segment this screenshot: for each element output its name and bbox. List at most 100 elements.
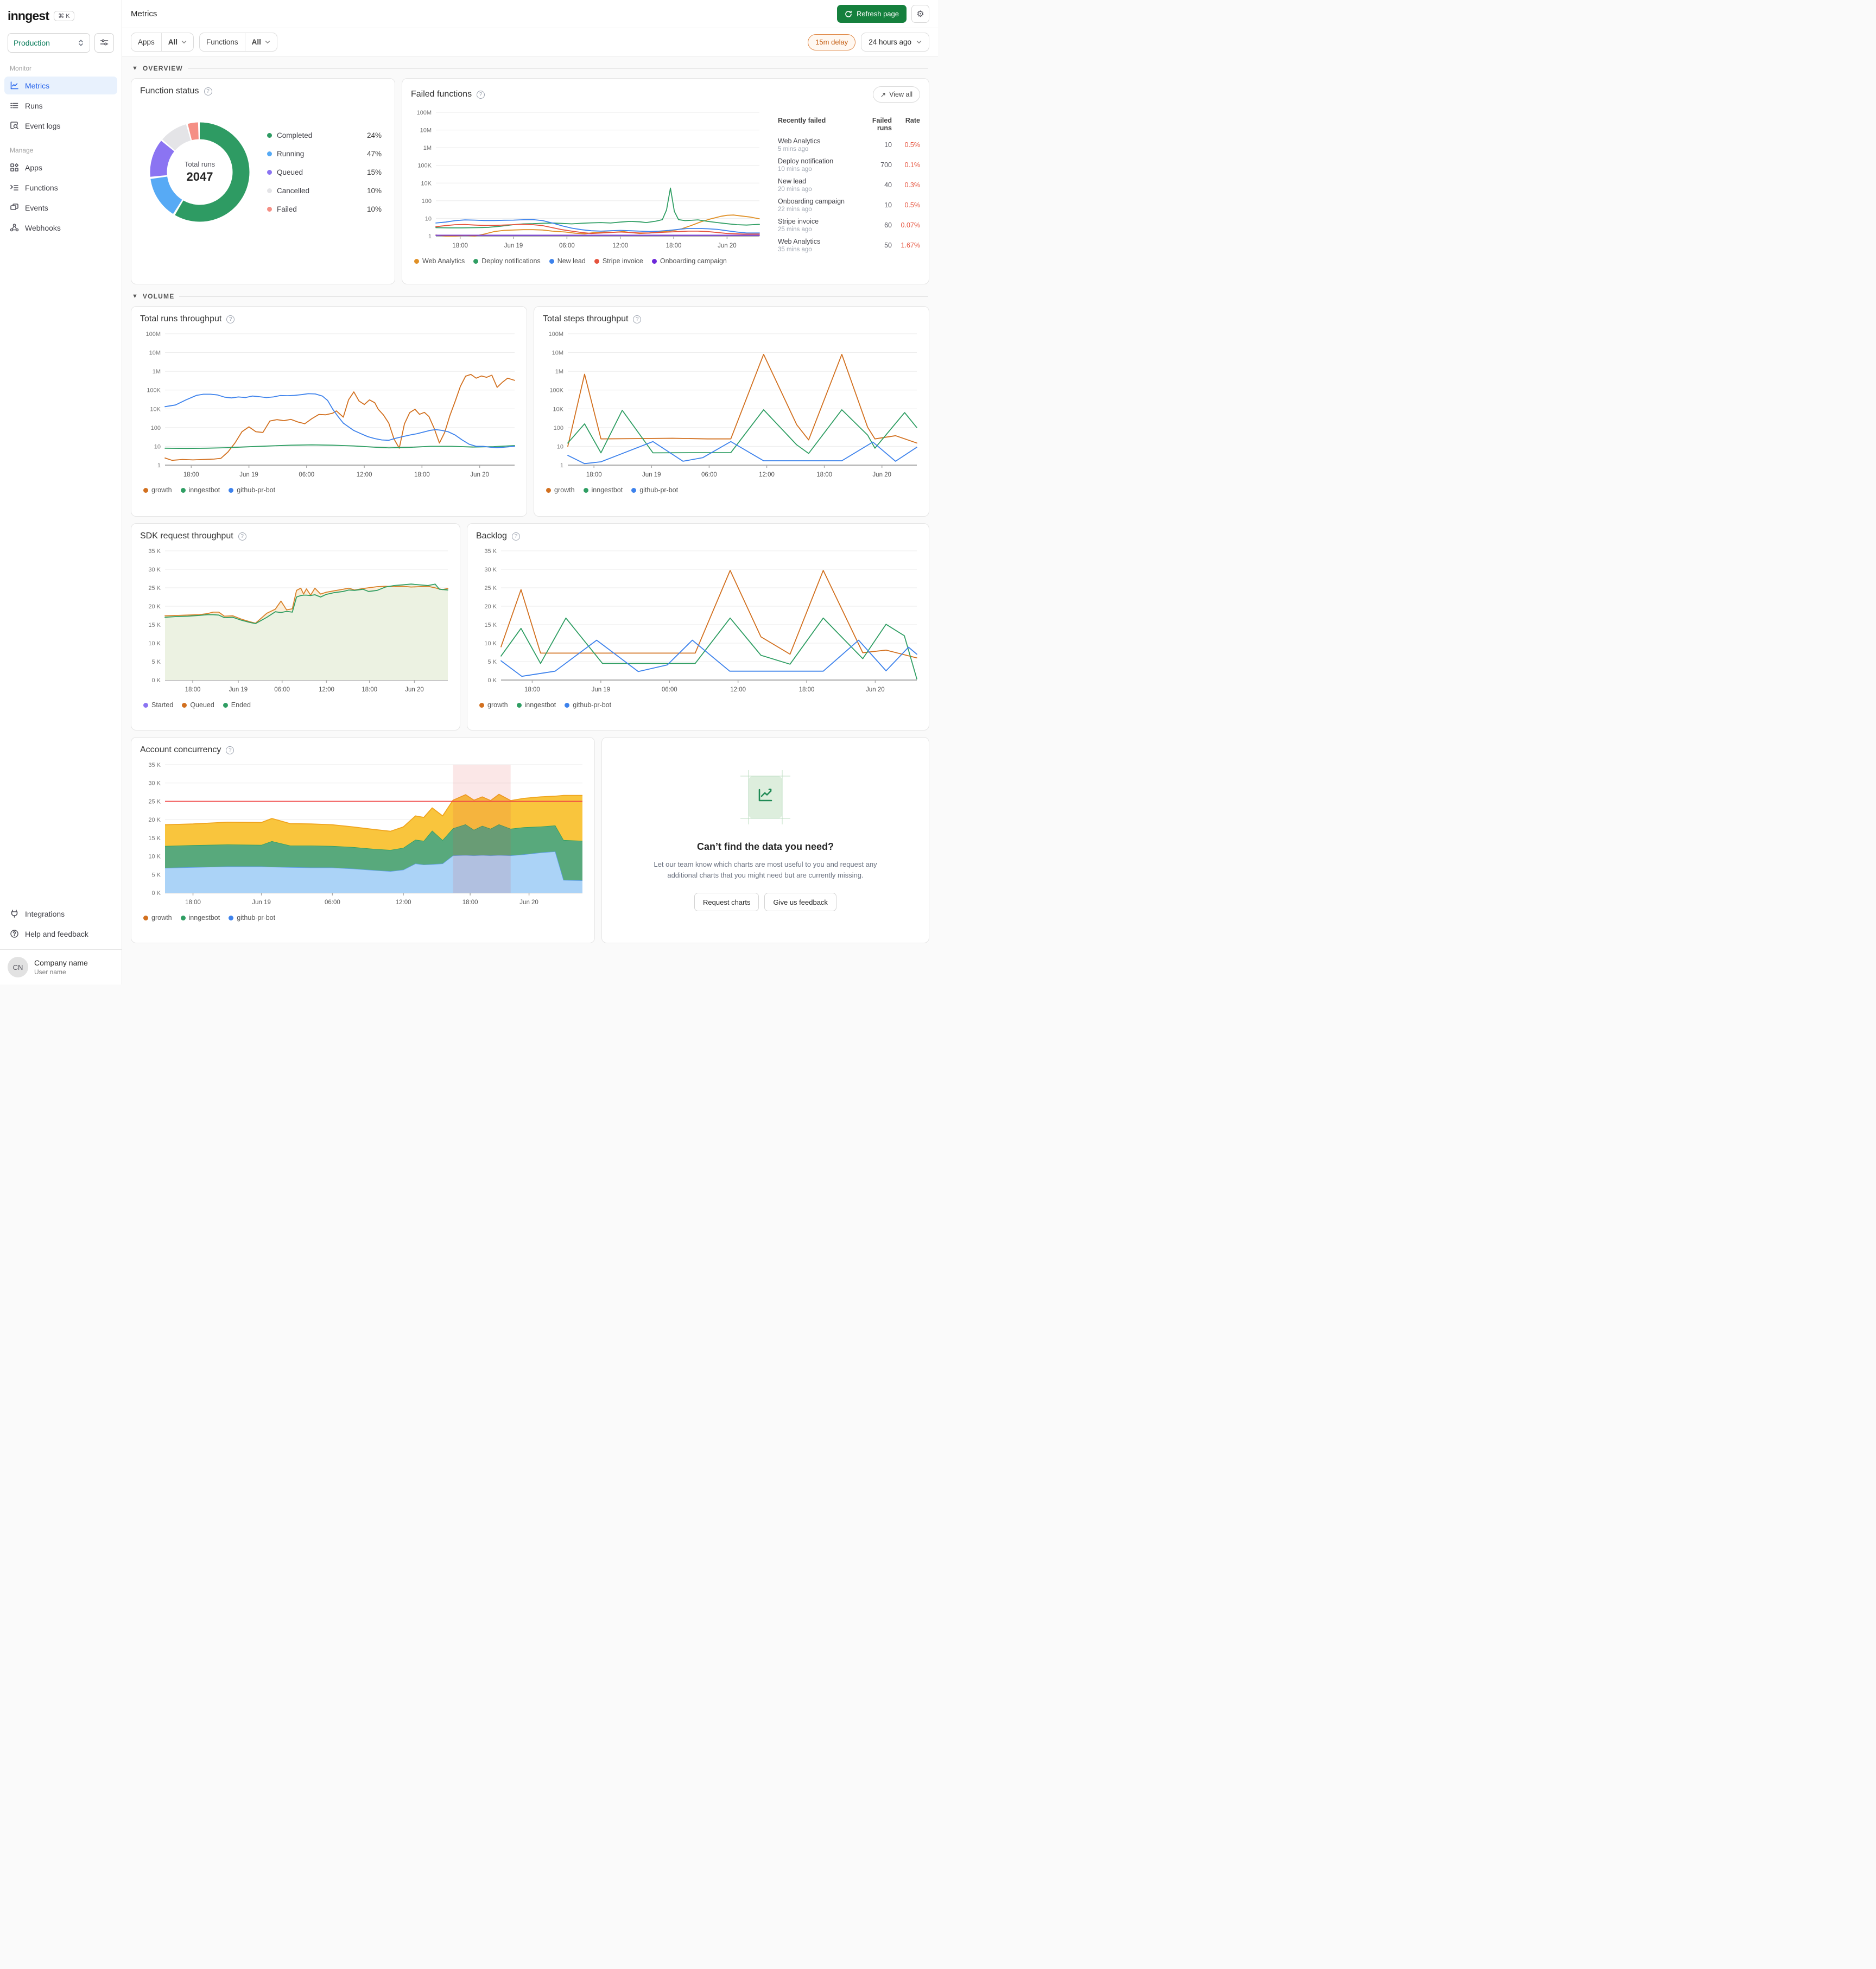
- status-legend-item-queued[interactable]: Queued 15%: [267, 168, 382, 176]
- sidebar-item-metrics[interactable]: Metrics: [4, 77, 117, 94]
- svg-text:18:00: 18:00: [799, 687, 815, 693]
- legend-label: growth: [151, 914, 172, 922]
- help-icon[interactable]: ?: [226, 315, 235, 323]
- sidebar-item-help-feedback[interactable]: Help and feedback: [4, 925, 117, 943]
- sidebar-item-apps[interactable]: Apps: [4, 158, 117, 176]
- refresh-page-button[interactable]: Refresh page: [836, 5, 907, 23]
- overview-section-header[interactable]: ▼ OVERVIEW: [132, 65, 928, 72]
- legend-item-deploy-notifications[interactable]: Deploy notifications: [473, 257, 541, 265]
- legend-label: Deploy notifications: [481, 257, 541, 265]
- legend-item-github-pr-bot[interactable]: github-pr-bot: [229, 914, 275, 922]
- legend-item-github-pr-bot[interactable]: github-pr-bot: [631, 486, 678, 494]
- failed-function-row[interactable]: Deploy notification 10 mins ago 700 0.1%: [778, 157, 920, 173]
- legend-item-new-lead[interactable]: New lead: [549, 257, 586, 265]
- settings-button[interactable]: ⚙: [911, 5, 929, 23]
- legend-item-onboarding-campaign[interactable]: Onboarding campaign: [651, 257, 727, 265]
- legend-item-stripe-invoice[interactable]: Stripe invoice: [594, 257, 643, 265]
- total-runs-value: 2047: [186, 170, 213, 183]
- failed-function-row[interactable]: Web Analytics 35 mins ago 50 1.67%: [778, 238, 920, 253]
- legend-item-inngestbot[interactable]: inngestbot: [180, 914, 220, 922]
- legend-dot-icon: [143, 915, 148, 920]
- legend-item-growth[interactable]: growth: [143, 486, 172, 494]
- env-filter-button[interactable]: [94, 33, 114, 53]
- sdk-request-chart[interactable]: 35 K 30 K 25 K 20 K 15 K 10 K 5 K 0 K 18:00 Jun 1…: [140, 545, 451, 698]
- help-icon[interactable]: ?: [204, 87, 212, 96]
- status-legend-item-completed[interactable]: Completed 24%: [267, 131, 382, 139]
- failed-function-row[interactable]: Onboarding campaign 22 mins ago 10 0.5%: [778, 198, 920, 213]
- failure-rate: 0.5%: [904, 201, 921, 209]
- legend-item-ended[interactable]: Ended: [223, 701, 251, 709]
- sidebar-item-events[interactable]: Events: [4, 199, 117, 217]
- status-legend-item-failed[interactable]: Failed 10%: [267, 205, 382, 213]
- help-icon[interactable]: ?: [633, 315, 642, 323]
- legend-item-inngestbot[interactable]: inngestbot: [583, 486, 623, 494]
- legend-item-web-analytics[interactable]: Web Analytics: [414, 257, 465, 265]
- section-title: VOLUME: [142, 293, 175, 300]
- status-legend-item-running[interactable]: Running 47%: [267, 150, 382, 158]
- help-icon[interactable]: ?: [238, 532, 246, 541]
- account-row[interactable]: CN Company name User name: [0, 949, 122, 984]
- legend-dot-icon: [565, 702, 570, 708]
- legend-item-growth[interactable]: growth: [546, 486, 575, 494]
- legend-label: Started: [151, 701, 174, 709]
- environment-select[interactable]: Production: [8, 33, 90, 53]
- failed-time: 5 mins ago: [778, 146, 809, 153]
- legend-item-github-pr-bot[interactable]: github-pr-bot: [229, 486, 275, 494]
- legend-label: New lead: [557, 257, 586, 265]
- svg-text:1M: 1M: [423, 145, 432, 151]
- total-runs-chart[interactable]: 100M 10M 1M 100K 10K 100 10 1 18:00 Jun 19 06:00 12…: [140, 328, 518, 483]
- card-title: Account concurrency: [140, 745, 221, 754]
- legend-item-inngestbot[interactable]: inngestbot: [180, 486, 220, 494]
- legend-label: github-pr-bot: [237, 486, 276, 494]
- command-k-shortcut[interactable]: ⌘ K: [54, 11, 74, 21]
- sidebar-item-runs[interactable]: Runs: [4, 97, 117, 115]
- help-icon[interactable]: ?: [477, 90, 485, 99]
- legend-item-growth[interactable]: growth: [479, 701, 508, 709]
- environment-value: Production: [14, 39, 50, 47]
- card-title: Total runs throughput: [140, 314, 222, 323]
- legend-label: Ended: [231, 701, 251, 709]
- sidebar-item-integrations[interactable]: Integrations: [4, 905, 117, 923]
- give-feedback-button[interactable]: Give us feedback: [764, 893, 836, 912]
- volume-section-header[interactable]: ▼ VOLUME: [132, 293, 928, 300]
- filter-bar: Apps All Functions All 15m delay 24 hour…: [122, 28, 938, 56]
- legend-label: Queued: [190, 701, 214, 709]
- legend-item-queued[interactable]: Queued: [182, 701, 214, 709]
- functions-filter[interactable]: Functions All: [199, 33, 277, 52]
- account-concurrency-chart[interactable]: 35 K 30 K 25 K 20 K 15 K 10 K 5 K 0 K 18:00 Jun 1…: [140, 759, 586, 911]
- failed-function-row[interactable]: New lead 20 mins ago 40 0.3%: [778, 177, 920, 193]
- help-icon[interactable]: ?: [511, 532, 520, 541]
- sidebar-item-functions[interactable]: Functions: [4, 179, 117, 196]
- function-status-donut-chart[interactable]: [142, 115, 257, 231]
- collapse-caret-icon: ▼: [132, 65, 138, 72]
- sidebar-item-webhooks[interactable]: Webhooks: [4, 219, 117, 237]
- svg-text:10K: 10K: [553, 406, 563, 412]
- failed-functions-chart[interactable]: 100M 10M 1M 100K 10K 100 10 1 18:00 Jun 19 06:00 12…: [411, 107, 770, 254]
- failed-function-row[interactable]: Stripe invoice 25 mins ago 60 0.07%: [778, 218, 920, 233]
- legend-item-started[interactable]: Started: [143, 701, 173, 709]
- legend-item-growth[interactable]: growth: [143, 914, 172, 922]
- failed-function-row[interactable]: Web Analytics 5 mins ago 10 0.5%: [778, 137, 920, 153]
- view-all-button[interactable]: ↗ View all: [872, 86, 920, 103]
- status-legend-item-cancelled[interactable]: Cancelled 10%: [267, 187, 382, 195]
- legend-dot-icon: [546, 487, 551, 493]
- help-icon[interactable]: ?: [226, 746, 234, 754]
- total-steps-chart[interactable]: 100M 10M 1M 100K 10K 100 10 1 18:00 Jun 19 06:00 12…: [543, 328, 920, 483]
- legend-item-github-pr-bot[interactable]: github-pr-bot: [565, 701, 611, 709]
- svg-text:Jun 19: Jun 19: [229, 687, 248, 693]
- svg-text:18:00: 18:00: [586, 472, 602, 478]
- svg-text:Jun 20: Jun 20: [519, 899, 538, 906]
- updown-chevron-icon: [78, 39, 84, 47]
- svg-text:Jun 20: Jun 20: [866, 687, 885, 693]
- backlog-chart[interactable]: 35 K 30 K 25 K 20 K 15 K 10 K 5 K 0 K 18:00 Jun 1…: [476, 545, 920, 698]
- sidebar-item-event-logs[interactable]: Event logs: [4, 117, 117, 135]
- time-range-select[interactable]: 24 hours ago: [861, 33, 929, 52]
- sdk-request-throughput-card: SDK request throughput ? 35 K 30 K 25 K 20 …: [131, 523, 460, 731]
- legend-item-inngestbot[interactable]: inngestbot: [516, 701, 556, 709]
- request-charts-button[interactable]: Request charts: [694, 893, 759, 912]
- status-percentage: 47%: [366, 149, 382, 158]
- legend-label: inngestbot: [591, 486, 623, 494]
- svg-text:100: 100: [554, 425, 563, 431]
- function-name: Onboarding campaign: [778, 198, 845, 205]
- apps-filter[interactable]: Apps All: [131, 33, 194, 52]
